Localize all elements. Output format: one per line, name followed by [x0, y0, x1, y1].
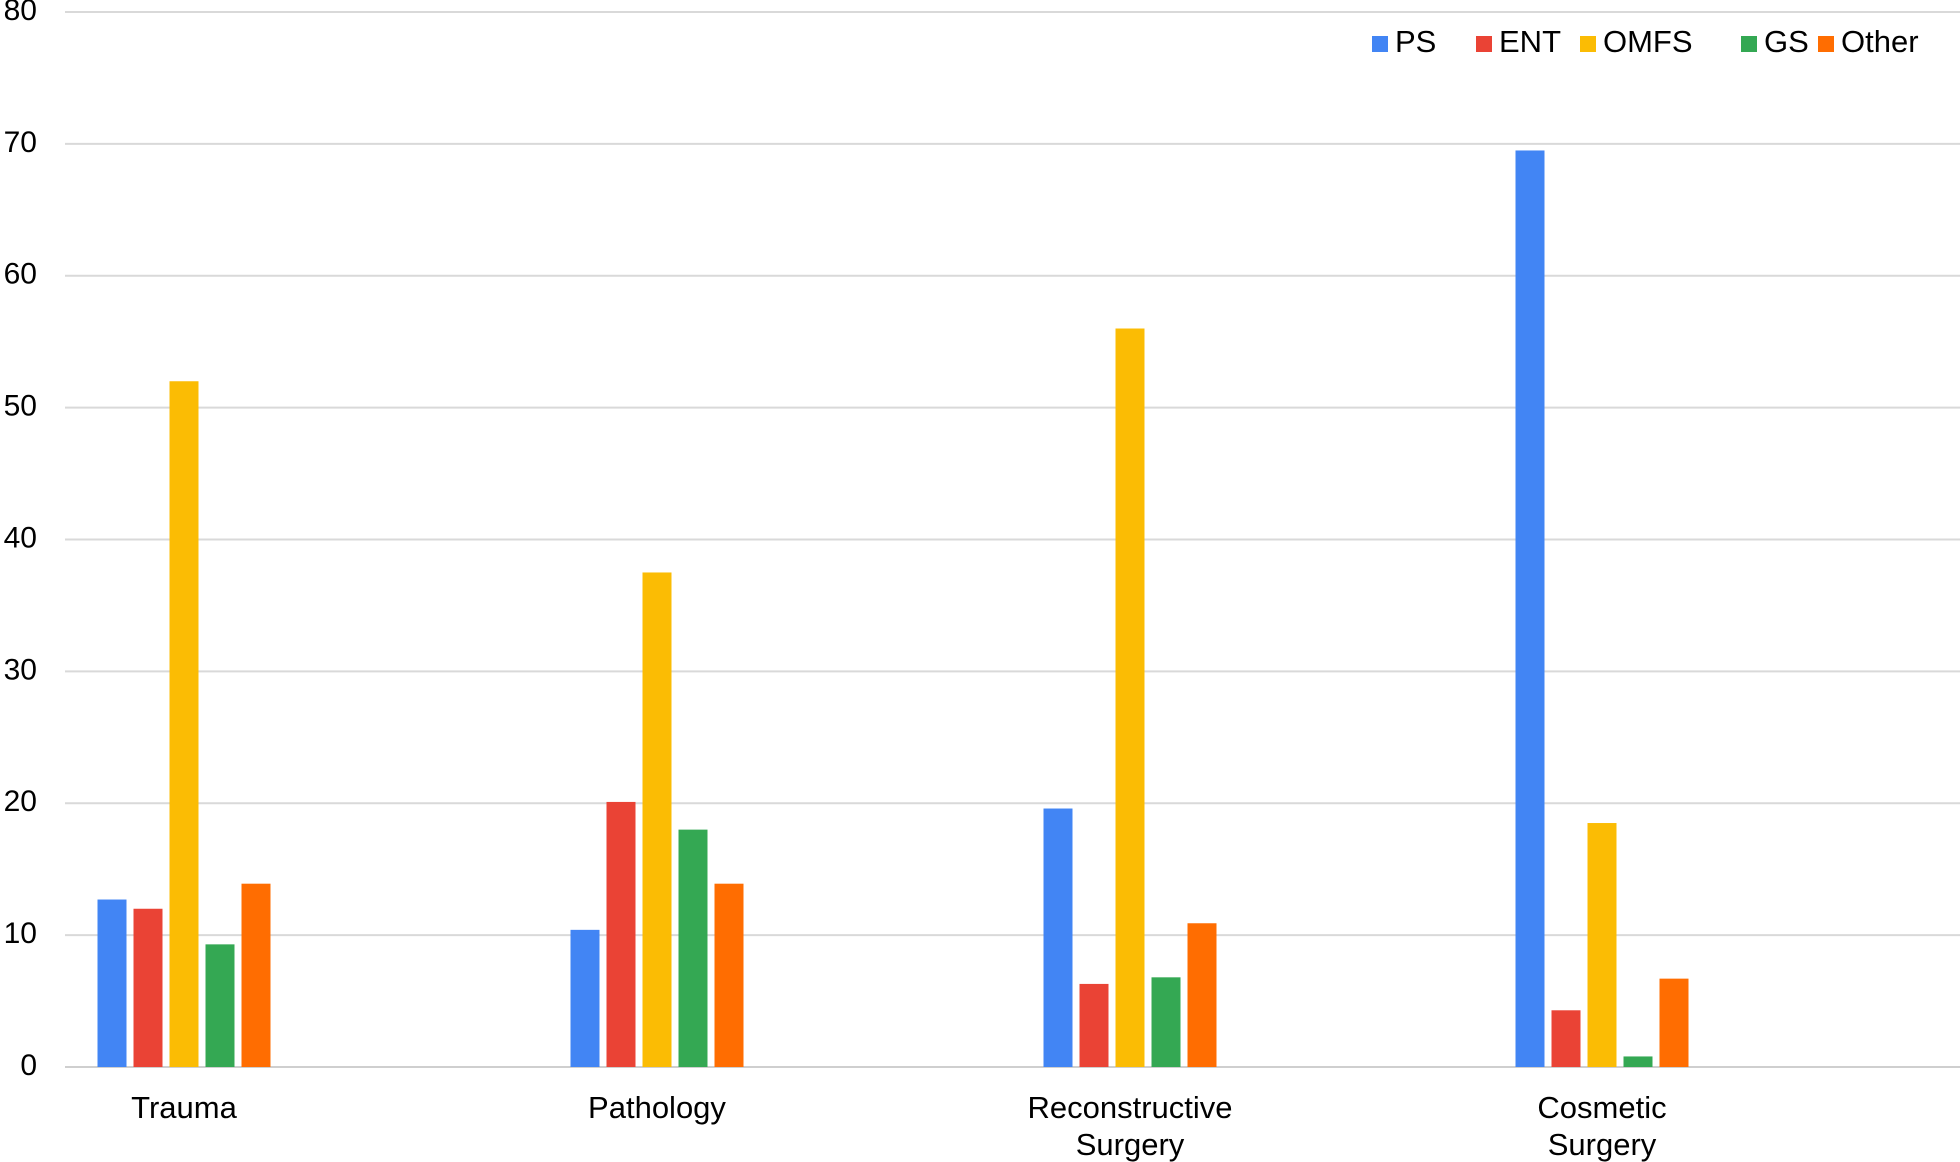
legend-label-omfs: OMFS: [1603, 24, 1693, 59]
bar-pathology-ps[interactable]: [570, 929, 600, 1067]
legend-swatch-ps: [1372, 36, 1388, 52]
legend-item-gs[interactable]: GS: [1741, 24, 1809, 59]
bar-group-cosmetic-surgery: [1515, 150, 1689, 1067]
x-tick-label-pathology: Pathology: [588, 1090, 726, 1125]
bar-group-reconstructive-surgery: [1043, 328, 1217, 1068]
y-tick-label-30: 30: [4, 653, 37, 686]
bar-group-trauma: [97, 381, 271, 1067]
y-tick-label-0: 0: [20, 1049, 37, 1082]
x-tick-label-trauma: Trauma: [131, 1090, 237, 1125]
y-tick-label-80: 80: [4, 0, 37, 27]
bar-cosmetic-surgery-ps[interactable]: [1515, 150, 1545, 1067]
bar-reconstructive-surgery-ent[interactable]: [1079, 983, 1109, 1067]
x-tick-label-cosmetic-surgery: Cosmetic Surgery: [1537, 1090, 1666, 1162]
bar-reconstructive-surgery-omfs[interactable]: [1115, 328, 1145, 1068]
bar-pathology-other[interactable]: [714, 883, 744, 1067]
legend-swatch-ent: [1476, 36, 1492, 52]
y-tick-label-60: 60: [4, 258, 37, 291]
legend-item-ps[interactable]: PS: [1372, 24, 1436, 59]
y-tick-label-10: 10: [4, 917, 37, 950]
bar-cosmetic-surgery-other[interactable]: [1659, 978, 1689, 1067]
bar-trauma-gs[interactable]: [205, 944, 235, 1067]
bar-trauma-other[interactable]: [241, 883, 271, 1067]
bar-pathology-omfs[interactable]: [642, 572, 672, 1067]
bars: [97, 150, 1689, 1068]
bar-reconstructive-surgery-other[interactable]: [1187, 923, 1217, 1067]
bar-reconstructive-surgery-ps[interactable]: [1043, 808, 1073, 1067]
legend-swatch-gs: [1741, 36, 1757, 52]
x-tick-label-reconstructive-surgery: Reconstructive Surgery: [1027, 1090, 1232, 1162]
bar-cosmetic-surgery-ent[interactable]: [1551, 1010, 1581, 1067]
legend-label-other: Other: [1841, 24, 1919, 59]
bar-trauma-omfs[interactable]: [169, 381, 199, 1067]
legend-item-ent[interactable]: ENT: [1476, 24, 1561, 59]
x-axis: Trauma Pathology Reconstructive Surgery Cosm…: [131, 1090, 1666, 1162]
y-tick-label-20: 20: [4, 785, 37, 818]
y-tick-label-40: 40: [4, 521, 37, 554]
legend-swatch-omfs: [1580, 36, 1596, 52]
bar-trauma-ent[interactable]: [133, 908, 163, 1067]
legend-label-ps: PS: [1395, 24, 1436, 59]
bar-cosmetic-surgery-omfs[interactable]: [1587, 823, 1617, 1067]
y-axis: 0 10 20 30 40 50 60 70 80: [4, 0, 37, 1082]
legend[interactable]: PS ENT OMFS GS Other: [1372, 24, 1919, 59]
bar-pathology-ent[interactable]: [606, 801, 636, 1067]
y-tick-label-70: 70: [4, 126, 37, 159]
bar-trauma-ps[interactable]: [97, 899, 127, 1067]
bar-cosmetic-surgery-gs[interactable]: [1623, 1056, 1653, 1067]
legend-item-omfs[interactable]: OMFS: [1580, 24, 1693, 59]
legend-item-other[interactable]: Other: [1818, 24, 1919, 59]
bar-pathology-gs[interactable]: [678, 829, 708, 1067]
gridlines: [65, 11, 1960, 1068]
y-tick-label-50: 50: [4, 390, 37, 423]
legend-label-ent: ENT: [1499, 24, 1561, 59]
bar-reconstructive-surgery-gs[interactable]: [1151, 977, 1181, 1067]
bar-group-pathology: [570, 572, 744, 1067]
legend-label-gs: GS: [1764, 24, 1809, 59]
legend-swatch-other: [1818, 36, 1834, 52]
